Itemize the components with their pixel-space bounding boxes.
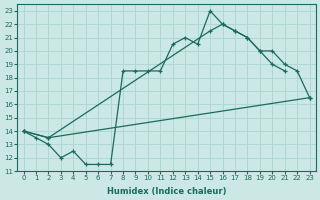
X-axis label: Humidex (Indice chaleur): Humidex (Indice chaleur) (107, 187, 226, 196)
